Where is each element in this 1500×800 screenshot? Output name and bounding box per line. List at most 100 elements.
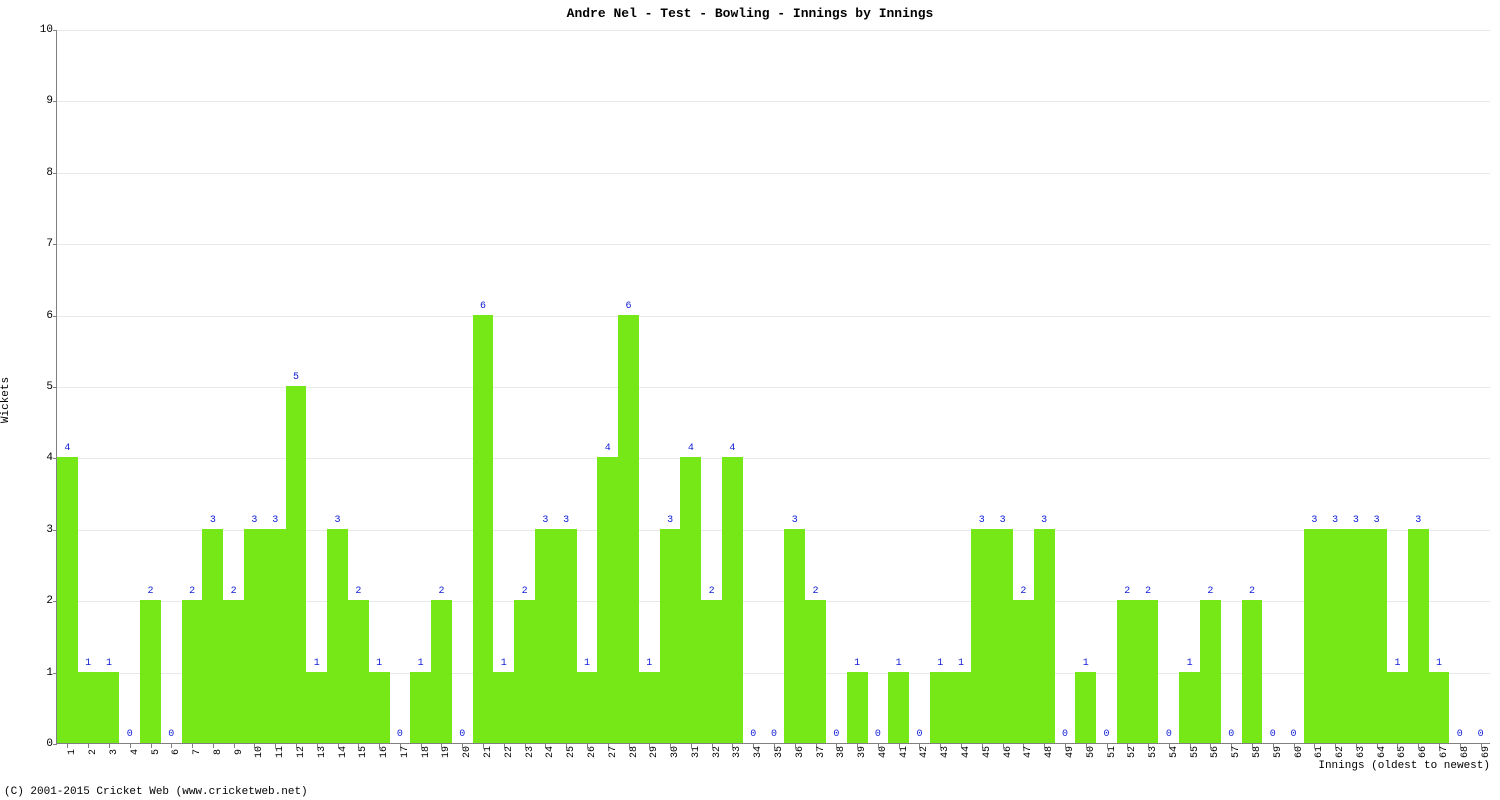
bar: 1 (1075, 672, 1096, 743)
x-tick-label: 13 (317, 746, 328, 758)
bar-value-label: 5 (286, 372, 307, 383)
bar-value-label: 0 (868, 729, 889, 740)
bar-value-label: 0 (743, 729, 764, 740)
bar: 3 (1408, 529, 1429, 743)
bar: 2 (514, 600, 535, 743)
bar: 3 (244, 529, 265, 743)
bar: 3 (202, 529, 223, 743)
y-tick-label: 8 (29, 167, 53, 179)
x-tick-label: 64 (1377, 746, 1388, 758)
bar: 2 (140, 600, 161, 743)
bar: 2 (1117, 600, 1138, 743)
chart-container: Andre Nel - Test - Bowling - Innings by … (0, 0, 1500, 800)
bar: 1 (493, 672, 514, 743)
x-tick-label: 8 (213, 749, 224, 755)
x-tick-label: 57 (1231, 746, 1242, 758)
x-tick-label: 26 (587, 746, 598, 758)
bar-value-label: 3 (660, 515, 681, 526)
bar-value-label: 2 (1138, 586, 1159, 597)
bar-value-label: 0 (1221, 729, 1242, 740)
bar-value-label: 6 (473, 301, 494, 312)
x-tick-label: 53 (1148, 746, 1159, 758)
y-tick-label: 7 (29, 238, 53, 250)
x-tick-label: 33 (732, 746, 743, 758)
bar-value-label: 3 (784, 515, 805, 526)
bar-value-label: 0 (1262, 729, 1283, 740)
bar-value-label: 3 (1346, 515, 1367, 526)
bar: 2 (805, 600, 826, 743)
x-tick-label: 48 (1044, 746, 1055, 758)
y-tick-label: 5 (29, 381, 53, 393)
bar-value-label: 2 (805, 586, 826, 597)
x-tick-label: 62 (1335, 746, 1346, 758)
bar-value-label: 4 (722, 443, 743, 454)
x-tick-label: 2 (88, 749, 99, 755)
x-tick-label: 12 (296, 746, 307, 758)
x-tick-label: 34 (753, 746, 764, 758)
bar-value-label: 0 (390, 729, 411, 740)
bar: 3 (1304, 529, 1325, 743)
x-tick-label: 23 (525, 746, 536, 758)
x-tick-label: 19 (441, 746, 452, 758)
bar-value-label: 2 (431, 586, 452, 597)
x-tick-label: 69 (1481, 746, 1492, 758)
x-tick-mark (171, 744, 172, 748)
x-tick-label: 7 (192, 749, 203, 755)
x-tick-label: 46 (1003, 746, 1014, 758)
bar-value-label: 2 (182, 586, 203, 597)
y-tick-label: 4 (29, 452, 53, 464)
bar-value-label: 1 (1179, 658, 1200, 669)
x-tick-mark (234, 744, 235, 748)
bar-value-label: 1 (930, 658, 951, 669)
bar-value-label: 2 (514, 586, 535, 597)
bar-value-label: 6 (618, 301, 639, 312)
x-tick-label: 41 (899, 746, 910, 758)
bar-value-label: 2 (1013, 586, 1034, 597)
x-tick-label: 32 (712, 746, 723, 758)
x-tick-label: 47 (1023, 746, 1034, 758)
x-tick-label: 29 (649, 746, 660, 758)
bar: 3 (1034, 529, 1055, 743)
bar: 1 (410, 672, 431, 743)
bar: 3 (1366, 529, 1387, 743)
bar: 6 (473, 315, 494, 743)
bar: 3 (556, 529, 577, 743)
x-tick-label: 66 (1418, 746, 1429, 758)
bar-value-label: 1 (1429, 658, 1450, 669)
bar-value-label: 3 (992, 515, 1013, 526)
bar-value-label: 2 (701, 586, 722, 597)
bar: 1 (930, 672, 951, 743)
x-tick-label: 9 (234, 749, 245, 755)
bar-value-label: 3 (202, 515, 223, 526)
bar-value-label: 3 (971, 515, 992, 526)
x-tick-label: 35 (774, 746, 785, 758)
y-tick-label: 9 (29, 95, 53, 107)
bar-value-label: 1 (78, 658, 99, 669)
bar: 1 (577, 672, 598, 743)
x-tick-label: 49 (1065, 746, 1076, 758)
x-tick-label: 31 (691, 746, 702, 758)
x-tick-label: 3 (109, 749, 120, 755)
bar: 1 (639, 672, 660, 743)
x-tick-label: 50 (1086, 746, 1097, 758)
bar: 2 (1200, 600, 1221, 743)
bar-value-label: 2 (223, 586, 244, 597)
x-tick-label: 54 (1169, 746, 1180, 758)
bar-value-label: 0 (452, 729, 473, 740)
bar-value-label: 2 (348, 586, 369, 597)
bar: 3 (535, 529, 556, 743)
bar-value-label: 3 (556, 515, 577, 526)
bar: 2 (701, 600, 722, 743)
x-tick-mark (67, 744, 68, 748)
x-tick-label: 58 (1252, 746, 1263, 758)
bar: 1 (369, 672, 390, 743)
x-tick-label: 4 (130, 749, 141, 755)
chart-title: Andre Nel - Test - Bowling - Innings by … (0, 6, 1500, 21)
bar: 2 (1013, 600, 1034, 743)
bar-value-label: 0 (161, 729, 182, 740)
x-tick-label: 20 (462, 746, 473, 758)
x-tick-mark (213, 744, 214, 748)
x-tick-label: 17 (400, 746, 411, 758)
bar-value-label: 1 (99, 658, 120, 669)
bar-value-label: 2 (1242, 586, 1263, 597)
